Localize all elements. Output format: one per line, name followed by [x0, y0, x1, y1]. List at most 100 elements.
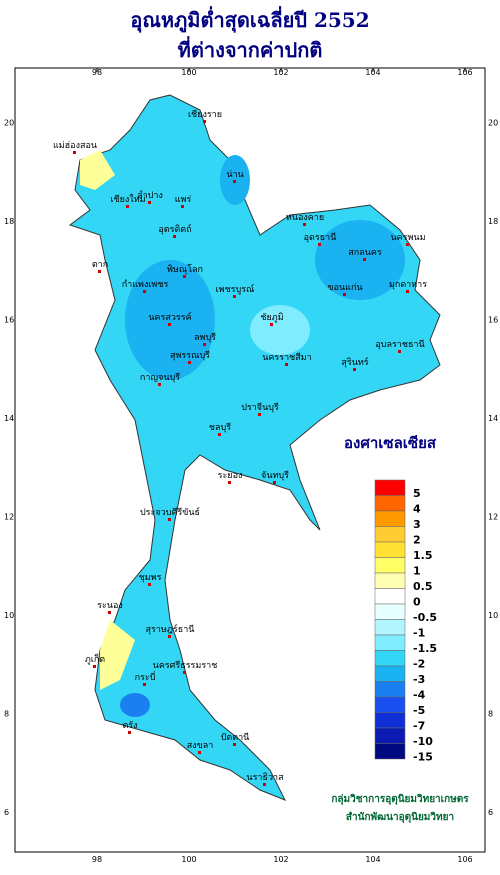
anomaly-zone	[120, 693, 150, 717]
legend-swatch	[374, 588, 406, 605]
lon-tick-label: 98	[92, 68, 102, 77]
station-marker	[203, 343, 206, 346]
province-label: แม่ฮ่องสอน	[53, 141, 97, 151]
legend-swatch	[374, 665, 406, 682]
footer-line: กลุ่มวิชาการอุตุนิยมวิทยาเกษตร	[331, 793, 469, 805]
lat-tick-label: 18	[4, 217, 14, 226]
legend-swatch	[374, 479, 406, 496]
province-label: เชียงใหม่	[110, 194, 145, 205]
station-marker	[406, 290, 409, 293]
station-marker	[73, 151, 76, 154]
legend-swatch	[374, 619, 406, 636]
province-label: กาญจนบุรี	[140, 372, 180, 383]
province-label: แพร่	[175, 195, 192, 205]
province-label: ตาก	[92, 260, 108, 270]
province-label: ภูเก็ต	[85, 652, 105, 665]
province-label: อุตรดิตถ์	[158, 223, 191, 235]
province-label: อุดรธานี	[304, 232, 337, 243]
station-marker	[126, 205, 129, 208]
province-label: ชุมพร	[139, 573, 162, 583]
lat-tick-label: 16	[488, 316, 498, 325]
legend-label: 2	[413, 533, 421, 546]
station-marker	[233, 180, 236, 183]
lon-tick-label: 106	[457, 855, 472, 864]
warm-zone	[80, 150, 115, 190]
province-label: ลำปาง	[137, 190, 163, 201]
legend-label: -3	[413, 673, 425, 686]
legend-swatch	[374, 696, 406, 713]
legend-label: -7	[413, 719, 425, 732]
warm-zone	[100, 620, 135, 690]
province-label: สุราษฎร์ธานี	[146, 623, 195, 635]
station-marker	[353, 368, 356, 371]
province-label: ลพบุรี	[194, 332, 216, 343]
legend-label: 3	[413, 518, 421, 531]
lat-tick-label: 6	[4, 808, 9, 817]
province-label: มุกดาหาร	[389, 280, 427, 290]
legend-swatch	[374, 495, 406, 512]
province-label: จันทบุรี	[261, 470, 289, 481]
lat-tick-label: 20	[4, 119, 14, 128]
station-marker	[258, 413, 261, 416]
province-label: หนองคาย	[286, 213, 324, 223]
lat-tick-label: 14	[4, 414, 14, 423]
station-marker	[148, 583, 151, 586]
lon-tick-label: 102	[273, 855, 288, 864]
legend-swatch	[374, 572, 406, 589]
legend-unit: องศาเซลเซียส	[344, 434, 437, 452]
province-label: ชัยภูมิ	[260, 312, 283, 323]
legend-label: 0	[413, 595, 421, 608]
legend-swatch	[374, 557, 406, 574]
province-label: นครราชสีมา	[262, 352, 311, 363]
station-marker	[143, 683, 146, 686]
legend-label: 1	[413, 564, 421, 577]
lon-tick-label: 104	[365, 68, 380, 77]
station-marker	[303, 223, 306, 226]
lat-tick-label: 14	[488, 414, 498, 423]
province-label: น่าน	[226, 170, 243, 180]
province-label: สกลนคร	[348, 248, 382, 258]
station-marker	[285, 363, 288, 366]
station-marker	[158, 383, 161, 386]
legend-label: 4	[413, 502, 421, 515]
legend-swatch	[374, 634, 406, 651]
province-label: สุพรรณบุรี	[170, 350, 210, 361]
station-marker	[183, 275, 186, 278]
province-label: นราธิวาส	[246, 772, 284, 783]
anomaly-zone	[315, 220, 405, 300]
station-marker	[188, 361, 191, 364]
legend-label: -0.5	[413, 611, 437, 624]
province-label: นครพนม	[390, 233, 425, 243]
legend-swatch	[374, 712, 406, 729]
station-marker	[343, 293, 346, 296]
station-marker	[148, 201, 151, 204]
station-marker	[203, 120, 206, 123]
legend-swatch	[374, 650, 406, 667]
lon-tick-label: 106	[457, 68, 472, 77]
lat-tick-label: 18	[488, 217, 498, 226]
subtitle: ที่ต่างจากค่าปกติ	[178, 35, 323, 62]
station-marker	[363, 258, 366, 261]
station-marker	[143, 290, 146, 293]
province-label: ระนอง	[97, 601, 123, 611]
station-marker	[108, 611, 111, 614]
lat-tick-label: 20	[488, 119, 498, 128]
province-label: เชียงราย	[188, 109, 222, 120]
lon-tick-label: 98	[92, 855, 102, 864]
lat-tick-label: 8	[488, 710, 493, 719]
legend-label: -1	[413, 626, 425, 639]
footer-line: สำนักพัฒนาอุตุนิยมวิทยา	[346, 811, 454, 823]
lat-tick-label: 12	[4, 513, 14, 522]
province-label: นครศรีธรรมราช	[153, 660, 218, 671]
station-marker	[128, 731, 131, 734]
province-label: ขอนแก่น	[327, 283, 362, 293]
legend-label: 0.5	[413, 580, 433, 593]
station-marker	[168, 518, 171, 521]
lon-tick-label: 104	[365, 855, 380, 864]
province-label: ตรัง	[122, 721, 137, 731]
province-label: ปราจีนบุรี	[241, 402, 279, 413]
lat-tick-label: 10	[488, 611, 498, 620]
legend: 5 4 3 2 1.5 1 0.5 0 -0.5 -1 -1.5 -2 -3 -4 -5 -7 -10 -15	[374, 479, 437, 763]
